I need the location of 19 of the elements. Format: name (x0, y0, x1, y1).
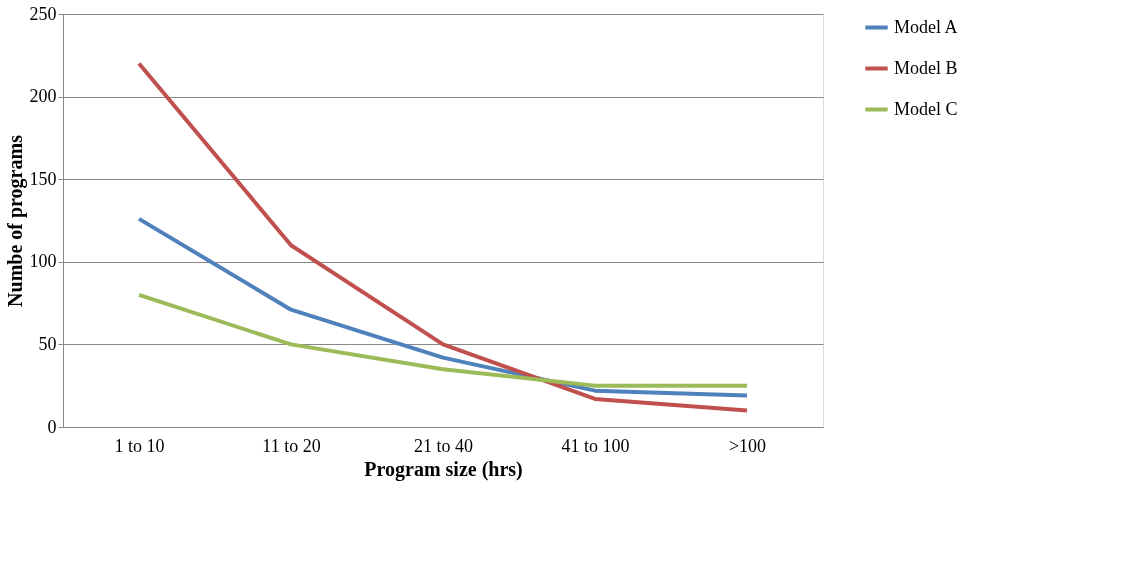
line-series (137, 292, 749, 388)
x-tick-label: 41 to 100 (561, 435, 630, 456)
legend-label: Model A (894, 16, 958, 37)
x-axis-title: Program size (hrs) (364, 457, 523, 481)
y-tick-label: 0 (47, 416, 57, 437)
y-tick-label: 250 (29, 3, 57, 24)
line-series (137, 61, 749, 413)
x-tick-label: 1 to 10 (114, 435, 165, 456)
y-axis-title: Numbe of programs (3, 134, 27, 307)
line-series (137, 216, 749, 398)
legend-label: Model C (894, 98, 958, 119)
legend-label: Model B (894, 57, 958, 78)
x-tick-label: >100 (728, 435, 767, 456)
y-tick-label: 100 (29, 251, 57, 272)
x-tick-label: 21 to 40 (413, 435, 474, 456)
y-tick-label: 200 (29, 86, 57, 107)
y-tick-label: 150 (29, 168, 57, 189)
x-tick-label: 11 to 20 (262, 435, 321, 456)
y-tick-label: 50 (38, 333, 57, 354)
